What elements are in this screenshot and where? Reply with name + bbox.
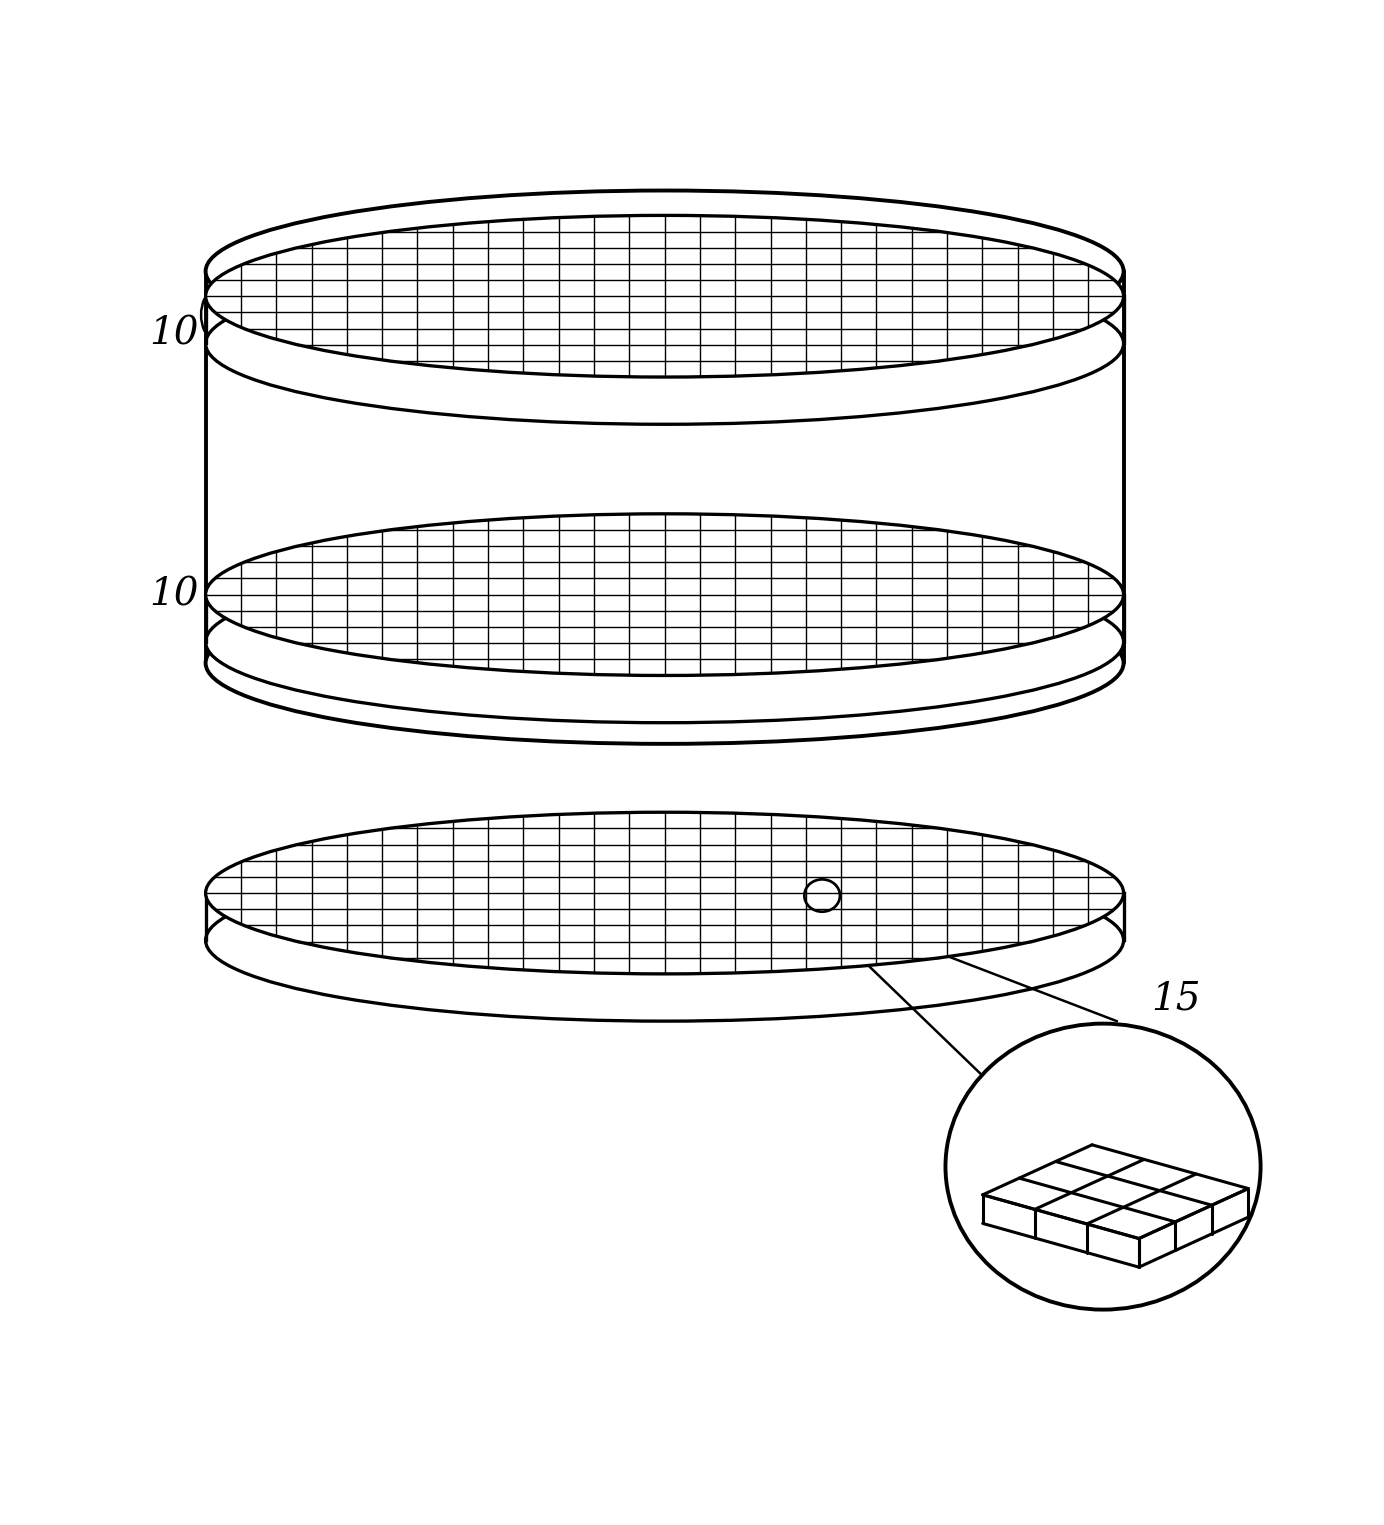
Text: 10: 10 — [149, 576, 199, 613]
Ellipse shape — [206, 813, 1124, 974]
Ellipse shape — [206, 262, 1124, 424]
Ellipse shape — [206, 191, 1124, 352]
Text: 10: 10 — [149, 316, 199, 352]
Ellipse shape — [206, 860, 1124, 1022]
Circle shape — [945, 1023, 1261, 1310]
Ellipse shape — [206, 561, 1124, 723]
Ellipse shape — [206, 215, 1124, 377]
Text: 15: 15 — [1151, 981, 1200, 1017]
Ellipse shape — [206, 583, 1124, 744]
Ellipse shape — [206, 514, 1124, 676]
